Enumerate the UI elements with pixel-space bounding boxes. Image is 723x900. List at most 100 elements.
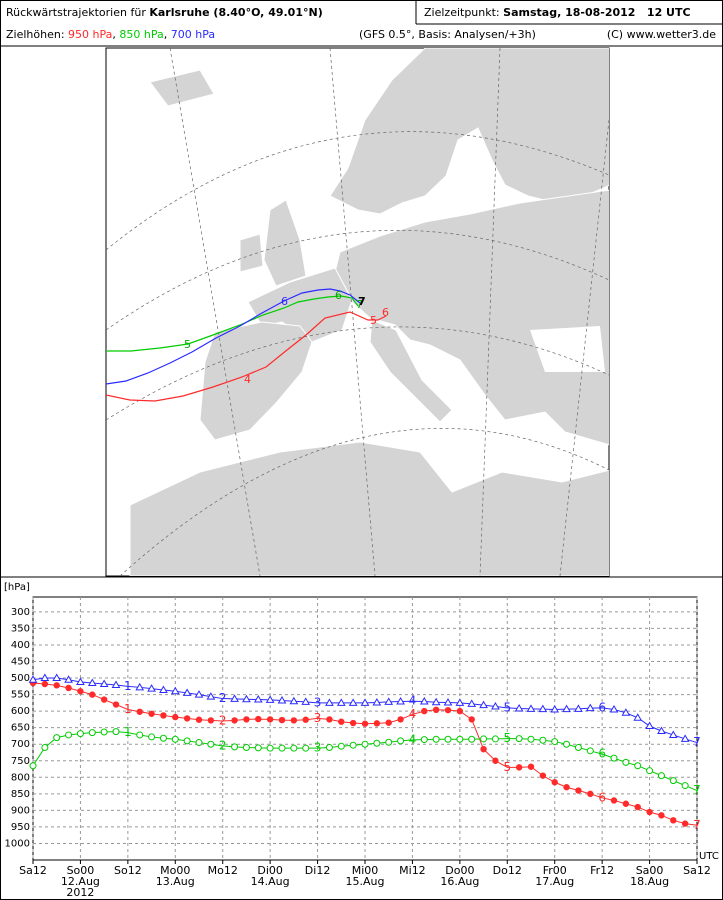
- marker: [301, 697, 311, 705]
- marker: [159, 734, 167, 742]
- marker: [480, 735, 488, 743]
- land: [199, 321, 313, 441]
- marker: [480, 745, 487, 753]
- day-label: 2: [219, 691, 227, 705]
- marker: [609, 704, 619, 713]
- marker: [147, 684, 156, 692]
- marker: [527, 763, 535, 770]
- graticule: [169, 48, 261, 576]
- map-label: 6: [382, 306, 389, 319]
- marker: [111, 680, 121, 688]
- marker: [255, 715, 262, 723]
- marker: [585, 703, 595, 712]
- marker: [170, 686, 180, 695]
- map-label: 4: [244, 373, 251, 386]
- marker: [28, 675, 38, 683]
- marker: [420, 736, 428, 744]
- marker: [563, 784, 570, 791]
- marker: [527, 735, 535, 743]
- marker: [397, 737, 405, 745]
- graticule: [106, 326, 609, 421]
- trajectory: [106, 295, 359, 352]
- y-tick-label: 350: [11, 623, 30, 634]
- marker: [491, 702, 500, 710]
- map-label: 7: [358, 295, 366, 308]
- marker: [397, 716, 404, 723]
- marker: [89, 691, 96, 698]
- day-label: 4: [409, 694, 417, 708]
- x-tick-label: Mo00: [160, 864, 190, 877]
- land: [369, 319, 453, 423]
- marker: [646, 767, 654, 775]
- legend-entry: 950 hPa: [68, 28, 112, 41]
- marker: [514, 703, 524, 712]
- marker: [206, 692, 216, 700]
- marker: [100, 696, 108, 703]
- marker: [325, 744, 333, 752]
- graticule: [329, 48, 376, 576]
- x-tick-label: Di00: [257, 864, 283, 877]
- marker: [456, 735, 464, 743]
- marker: [160, 712, 167, 719]
- marker: [384, 697, 394, 705]
- marker: [76, 677, 85, 686]
- marker: [231, 743, 239, 751]
- marker: [622, 800, 630, 807]
- marker: [52, 673, 62, 682]
- day-label: 3: [314, 711, 322, 725]
- marker: [266, 744, 274, 752]
- marker: [338, 718, 345, 725]
- marker: [135, 682, 145, 691]
- marker: [77, 688, 84, 695]
- marker: [539, 736, 547, 744]
- marker: [325, 698, 334, 706]
- day-label: 1: [124, 725, 132, 739]
- marker: [373, 720, 381, 727]
- marker: [361, 740, 369, 748]
- marker: [443, 698, 453, 706]
- marker: [148, 710, 155, 717]
- marker: [336, 698, 346, 706]
- marker: [681, 782, 689, 790]
- date-label: 18.Aug: [630, 875, 669, 888]
- marker: [622, 758, 630, 766]
- marker: [634, 803, 641, 811]
- marker: [53, 734, 61, 742]
- marker: [253, 695, 263, 703]
- marker: [242, 744, 250, 752]
- copyright: (C) www.wetter3.de: [607, 28, 716, 41]
- marker: [183, 737, 191, 745]
- marker: [539, 772, 547, 779]
- marker: [670, 817, 677, 824]
- marker: [515, 764, 523, 771]
- marker: [456, 707, 464, 715]
- marker: [277, 696, 287, 704]
- marker: [373, 739, 381, 747]
- marker: [231, 717, 238, 724]
- y-tick-label: 600: [11, 706, 30, 717]
- marker: [372, 698, 382, 706]
- marker: [680, 734, 690, 742]
- marker: [385, 738, 393, 746]
- y-tick-label: 1000: [5, 838, 30, 849]
- marker: [562, 704, 571, 713]
- x-tick-label: Mi12: [399, 864, 426, 877]
- year-label: 2012: [66, 886, 94, 899]
- map-label: 6: [281, 295, 288, 308]
- marker: [574, 744, 582, 752]
- trajectory: [106, 311, 387, 402]
- y-tick-label: 850: [11, 789, 30, 800]
- day-label: 7: [693, 783, 701, 797]
- day-label: 1: [124, 702, 132, 716]
- marker: [40, 673, 50, 682]
- y-tick-label: 700: [11, 739, 30, 750]
- map-label: 5: [184, 338, 191, 351]
- marker: [668, 730, 678, 738]
- marker: [587, 790, 594, 798]
- marker: [207, 717, 215, 724]
- marker: [634, 762, 642, 770]
- map-label: 5: [370, 314, 377, 327]
- date-label: 16.Aug: [440, 875, 479, 888]
- x-tick-label: Di12: [305, 864, 331, 877]
- marker: [467, 699, 477, 707]
